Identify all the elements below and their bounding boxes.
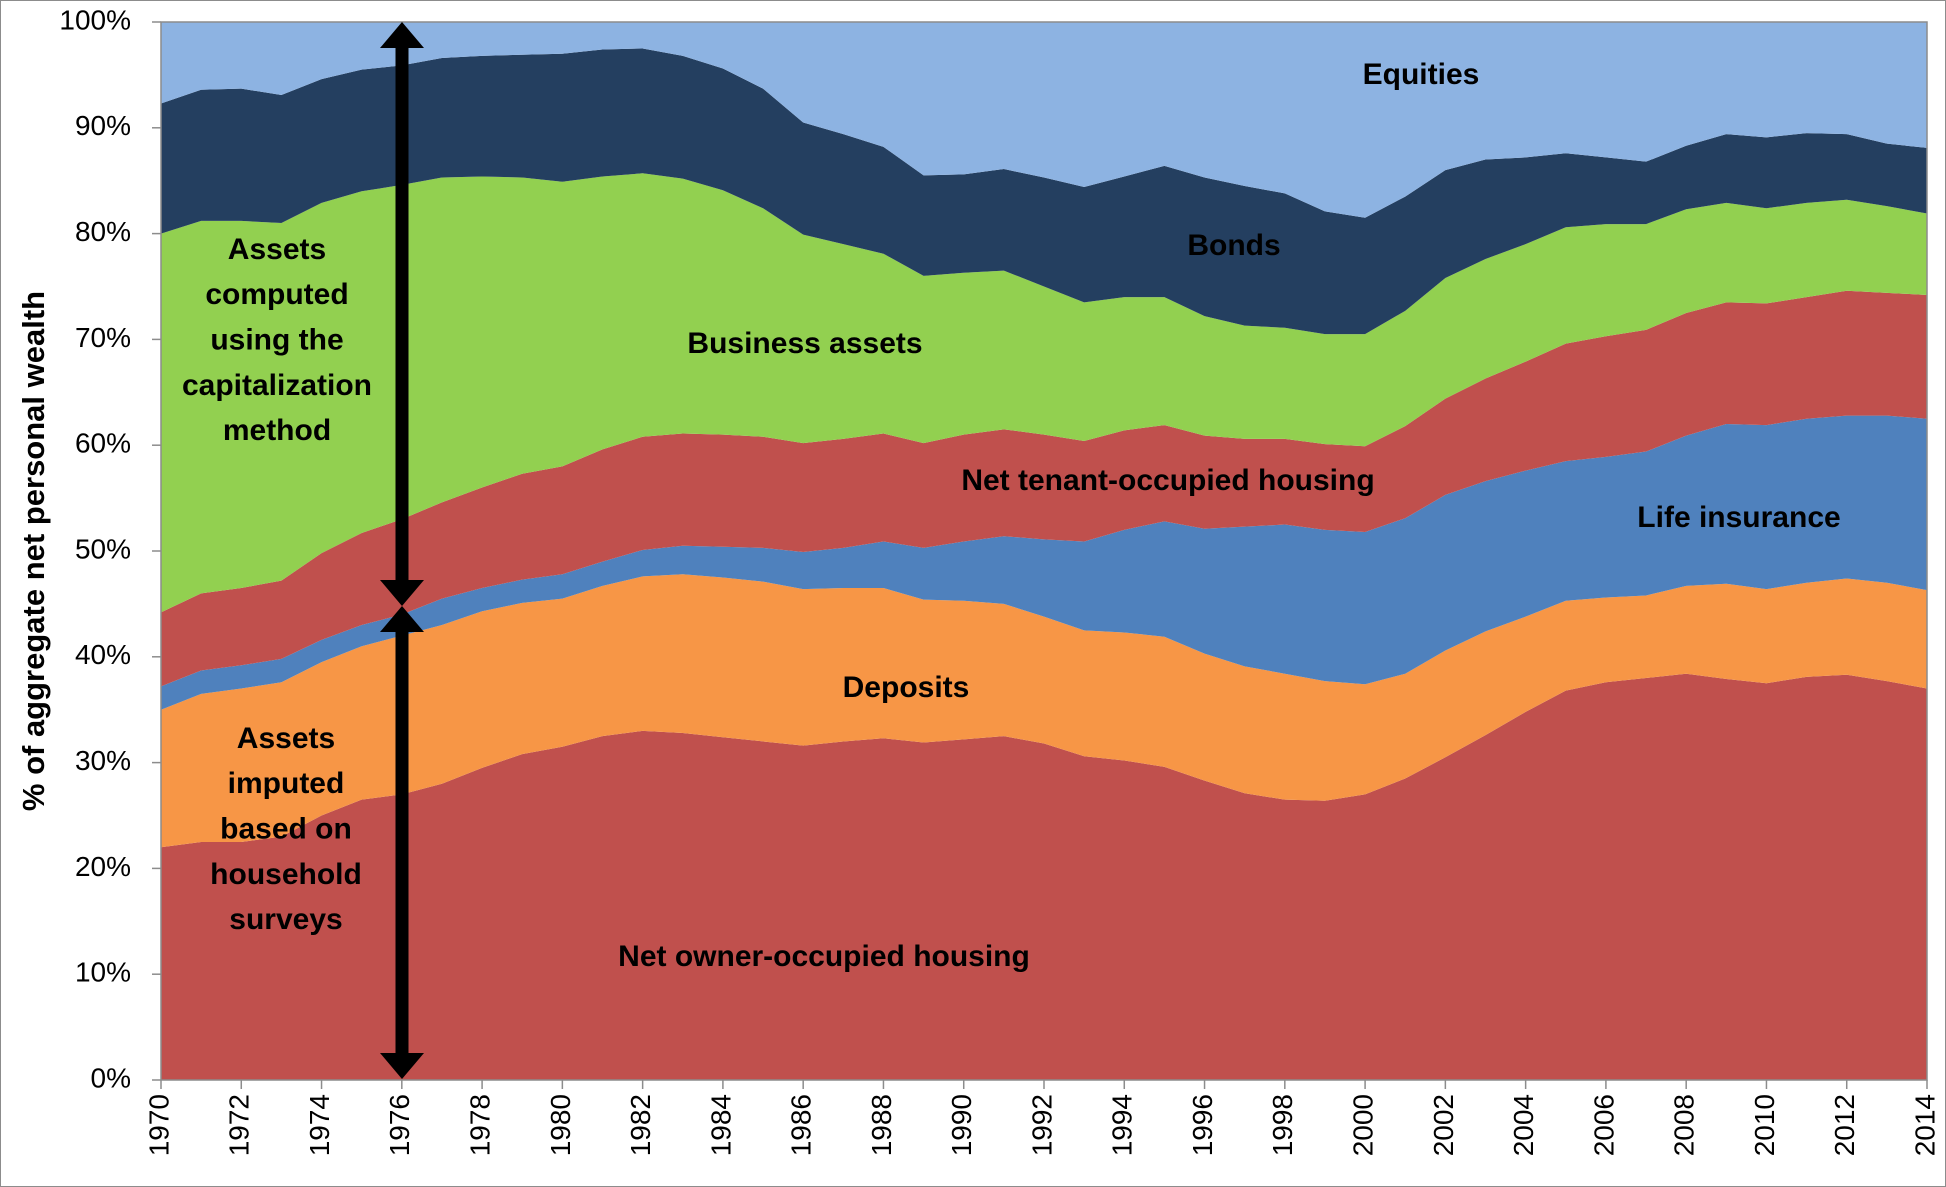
series-label: Bonds (1187, 229, 1280, 262)
y-tick-label: 10% (75, 957, 131, 988)
x-tick-label: 1998 (1267, 1094, 1298, 1156)
arrow-head (380, 580, 424, 606)
arrow-head (380, 606, 424, 632)
x-tick-label: 1970 (143, 1094, 174, 1156)
series-label: Deposits (843, 671, 970, 704)
area (161, 290, 1927, 687)
area (161, 173, 1927, 613)
x-tick-label: 2004 (1508, 1094, 1539, 1156)
area (161, 48, 1927, 335)
y-tick-label: 80% (75, 216, 131, 247)
series-label: Net owner-occupied housing (618, 940, 1030, 973)
annotation-line: based on (220, 813, 352, 846)
area (161, 415, 1927, 710)
y-tick-label: 90% (75, 110, 131, 141)
y-tick-label: 30% (75, 745, 131, 776)
annotation-line: capitalization (182, 369, 372, 402)
annotation-line: Assets (228, 233, 326, 266)
series-label: Equities (1363, 58, 1480, 91)
y-tick-label: 100% (59, 4, 131, 35)
x-tick-label: 2012 (1829, 1094, 1860, 1156)
annotation-line: surveys (229, 903, 342, 936)
x-tick-label: 2014 (1909, 1094, 1940, 1156)
x-tick-label: 1986 (786, 1094, 817, 1156)
y-tick-label: 60% (75, 428, 131, 459)
x-tick-label: 2000 (1347, 1094, 1378, 1156)
area (161, 574, 1927, 848)
y-tick-label: 70% (75, 322, 131, 353)
annotation-line: imputed (228, 767, 345, 800)
plot-area: 0% 10% 20% 30% 40% 50% 60% 70% 80% 90% 100% 1970 197… (59, 4, 1940, 1156)
annotation-line: computed (205, 278, 348, 311)
area (161, 673, 1927, 1080)
annotation-line: using the (210, 324, 343, 357)
annotation-line: method (223, 414, 331, 447)
area (161, 22, 1927, 218)
x-tick-label: 1988 (866, 1094, 897, 1156)
x-tick-label: 1982 (625, 1094, 656, 1156)
x-tick-label: 1994 (1107, 1094, 1138, 1156)
x-tick-label: 2008 (1669, 1094, 1700, 1156)
x-tick-label: 2002 (1428, 1094, 1459, 1156)
x-tick-label: 1974 (304, 1094, 335, 1156)
x-tick-label: 1992 (1026, 1094, 1057, 1156)
x-tick-label: 2006 (1588, 1094, 1619, 1156)
x-tick-label: 1980 (545, 1094, 576, 1156)
y-tick-label: 20% (75, 851, 131, 882)
x-tick-label: 1996 (1187, 1094, 1218, 1156)
x-tick-label: 2010 (1749, 1094, 1780, 1156)
x-tick-label: 1972 (224, 1094, 255, 1156)
series-label: Life insurance (1637, 501, 1840, 534)
arrow-head (380, 1053, 424, 1079)
annotation-line: Assets (237, 722, 335, 755)
series-label: Business assets (687, 327, 922, 360)
annotation-line: household (210, 858, 362, 891)
arrow-head (380, 22, 424, 48)
bracket-arrows (380, 22, 424, 1079)
x-tick-label: 1984 (705, 1094, 736, 1156)
y-tick-label: 40% (75, 639, 131, 670)
series-label: Net tenant-occupied housing (961, 464, 1374, 497)
x-tick-label: 1990 (946, 1094, 977, 1156)
x-tick-label: 1976 (384, 1094, 415, 1156)
y-tick-label: 50% (75, 533, 131, 564)
y-tick-label: 0% (91, 1062, 131, 1093)
x-tick-label: 1978 (464, 1094, 495, 1156)
y-axis-title: % of aggregate net personal wealth (16, 291, 51, 811)
